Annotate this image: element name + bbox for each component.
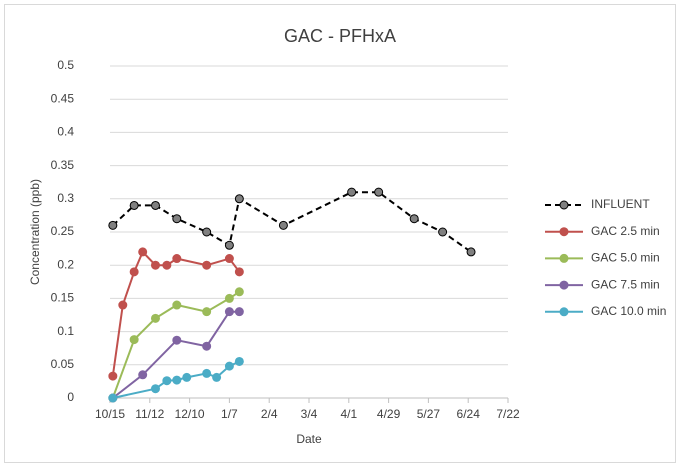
data-point [138,370,148,380]
y-tick-label: 0.5 [57,58,74,72]
legend-marker [559,200,569,210]
data-point [172,254,182,264]
data-point [182,372,192,382]
data-point [138,247,148,257]
data-point [108,371,118,381]
data-point [224,361,234,371]
data-point [347,187,357,197]
data-point [172,214,182,224]
x-tick-label: 4/1 [340,407,357,421]
data-point [202,307,212,317]
data-point [234,194,244,204]
y-tick-label: 0.45 [51,91,75,105]
y-tick-label: 0.3 [57,191,74,205]
data-point [374,187,384,197]
x-tick-label: 7/22 [496,407,520,421]
data-point [129,267,139,277]
data-point [129,335,139,345]
data-point [409,214,419,224]
data-point [172,375,182,385]
data-point [150,200,160,210]
data-point [224,240,234,250]
data-point [129,200,139,210]
y-tick-label: 0.4 [57,125,74,139]
data-point [234,287,244,297]
y-tick-label: 0.05 [51,357,75,371]
data-point [108,220,118,230]
y-tick-label: 0.15 [51,291,75,305]
y-tick-label: 0.2 [57,257,74,271]
x-tick-label: 2/4 [261,407,278,421]
data-point [118,300,128,310]
y-tick-label: 0.35 [51,158,75,172]
chart-title: GAC - PFHxA [284,26,396,46]
x-tick-label: 6/24 [457,407,481,421]
data-point [224,254,234,264]
data-point [150,260,160,270]
legend-marker [559,253,569,263]
y-tick-label: 0.25 [51,224,75,238]
chart-border [4,4,676,463]
data-point [212,372,222,382]
legend-marker [559,227,569,237]
data-point [224,307,234,317]
y-tick-label: 0.1 [57,324,74,338]
data-point [202,260,212,270]
data-point [202,341,212,351]
x-tick-label: 3/4 [301,407,318,421]
x-tick-label: 5/27 [417,407,441,421]
data-point [172,335,182,345]
data-point [150,384,160,394]
legend-label: GAC 2.5 min [591,224,660,238]
legend-marker [559,280,569,290]
y-tick-label: 0 [67,390,74,404]
data-point [234,267,244,277]
x-tick-label: 1/7 [221,407,238,421]
y-axis-label: Concentration (ppb) [28,179,42,285]
legend-label: GAC 7.5 min [591,277,660,291]
x-tick-label: 10/15 [95,407,125,421]
data-point [108,393,118,403]
data-point [172,300,182,310]
series-line [111,250,241,377]
data-point [234,356,244,366]
data-point [234,307,244,317]
x-tick-label: 4/29 [377,407,401,421]
data-point [466,247,476,257]
x-tick-label: 12/10 [175,407,205,421]
data-point [162,260,172,270]
data-point [278,220,288,230]
data-point [438,227,448,237]
data-point [202,368,212,378]
legend-label: GAC 5.0 min [591,251,660,265]
data-point [224,293,234,303]
legend-marker [559,307,569,317]
legend-label: INFLUENT [591,197,650,211]
data-point [162,376,172,386]
x-axis-label: Date [296,432,322,446]
legend-label: GAC 10.0 min [591,304,666,318]
data-point [202,227,212,237]
x-tick-label: 11/12 [135,407,164,421]
data-point [150,313,160,323]
